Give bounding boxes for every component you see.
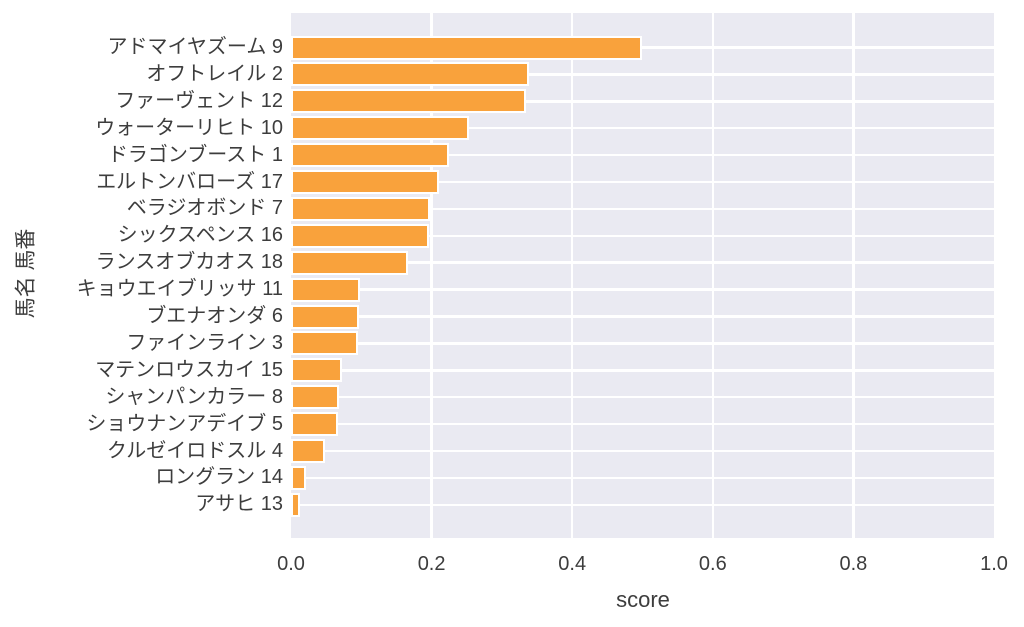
bar-15 [291,439,325,463]
y-tick-label: アドマイヤズーム 9 [107,36,283,58]
bar-13 [291,385,340,410]
y-tick-label: アサヒ 13 [195,493,283,516]
plot-area [291,13,994,538]
bar-8 [291,250,409,275]
x-tick-label: 0.6 [698,553,727,575]
y-tick-label: ロングラン 14 [155,466,283,489]
y-grid-line [291,180,994,184]
bar-12 [291,358,342,383]
y-grid-line [291,369,994,372]
y-grid-line [291,476,994,480]
y-grid-line [291,100,994,103]
y-axis-title: 馬名 馬番 [14,228,38,319]
y-tick-label: エルトンバローズ 17 [96,170,283,193]
x-tick-label: 0.2 [417,553,446,575]
y-tick-label: ドラゴンブースト 1 [107,143,283,166]
y-tick-label: ウォーターリヒト 10 [95,116,283,139]
x-axis-title: score [616,587,670,612]
y-grid-line [291,449,994,453]
x-grid-line [430,13,433,538]
bar-10 [291,304,360,329]
y-tick-label: ショウナンアデイブ 5 [86,412,283,435]
bar-6 [291,196,431,221]
bar-11 [291,331,358,356]
bar-14 [291,412,338,437]
y-tick-label: ファインライン 3 [126,331,283,354]
bar-2 [291,89,526,114]
bar-17 [291,492,301,517]
bar-5 [291,170,440,194]
y-grid-line [291,261,994,264]
y-grid-line [291,126,994,130]
x-tick-label: 0.0 [277,553,305,575]
y-tick-label: オフトレイル 2 [146,62,283,85]
y-grid-line [291,153,994,157]
x-grid-line [711,13,715,538]
y-grid-line [291,46,994,49]
x-grid-line [852,13,855,538]
x-tick-label: 0.4 [558,553,587,575]
y-tick-label: ランスオブカオス 18 [95,251,283,274]
bar-9 [291,277,361,302]
y-grid-line [291,315,994,318]
y-tick-label: シックスペンス 16 [117,224,283,247]
x-grid-line [570,13,574,538]
y-tick-label: ファーヴェント 12 [115,89,283,112]
y-grid-line [291,288,994,291]
y-tick-label: ベラジオボンド 7 [126,197,283,220]
y-grid-line [291,503,994,507]
bar-3 [291,116,469,141]
y-tick-label: シャンパンカラー 8 [105,385,283,408]
y-grid-line [291,73,994,76]
x-tick-label: 1.0 [980,553,1008,575]
y-grid-line [291,422,994,426]
bar-16 [291,465,306,490]
y-grid-line [291,342,994,345]
bar-1 [291,62,530,87]
bar-7 [291,223,429,248]
y-tick-label: ブエナオンダ 6 [146,305,283,327]
bar-4 [291,143,450,168]
y-tick-label: クルゼイロドスル 4 [106,439,283,462]
y-tick-label: キョウエイブリッサ 11 [76,278,283,301]
y-grid-line [291,395,994,399]
bar-0 [291,35,642,60]
y-tick-label: マテンロウスカイ 15 [95,358,283,381]
x-tick-label: 0.8 [839,553,868,575]
y-grid-line [291,234,994,238]
y-grid-line [291,207,994,211]
